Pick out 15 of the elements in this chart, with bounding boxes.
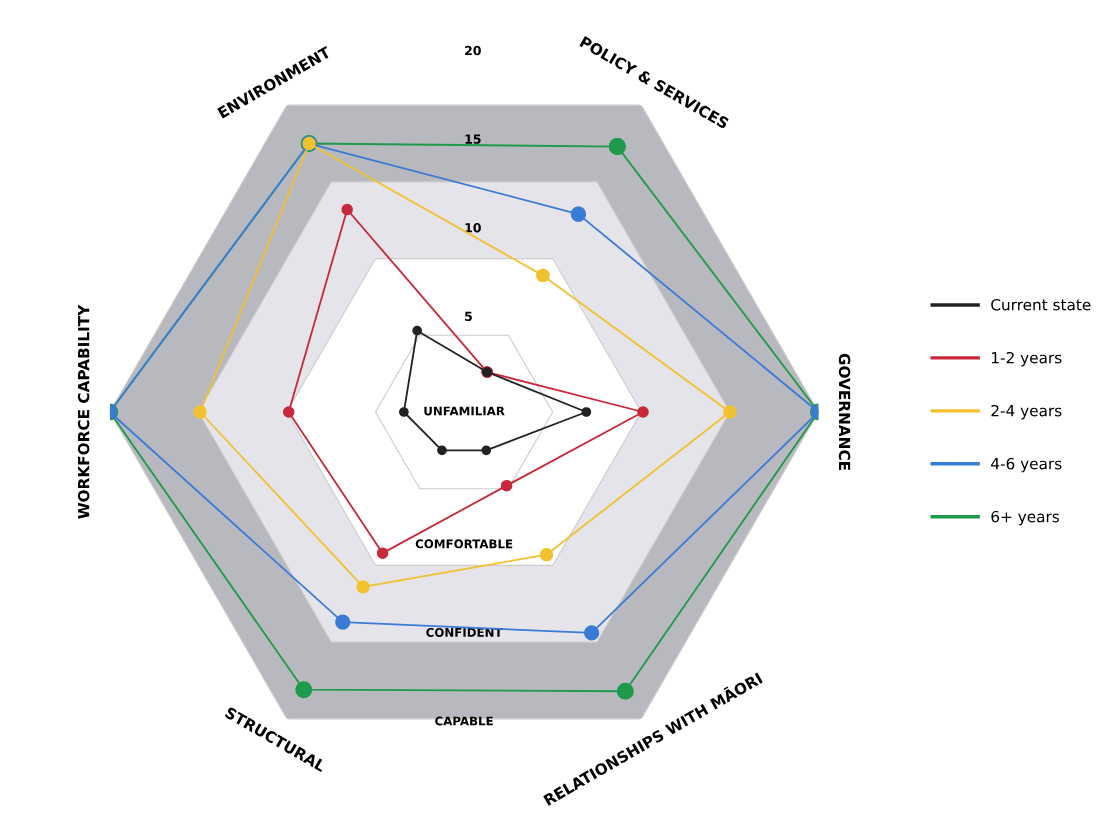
y-tick-label: 15 (465, 134, 481, 144)
y-tick-label: 20 (465, 45, 481, 56)
legend-label: 2-4 years (991, 404, 1062, 420)
legend-label: 4-6 years (991, 457, 1062, 473)
spoke-label: GOVERNANCE (838, 353, 851, 470)
y-tick-label: 5 (465, 311, 472, 321)
text: COMFORTABLE (415, 539, 513, 549)
text: CAPABLE (435, 716, 493, 726)
legend-label: 6+ years (991, 510, 1059, 526)
legend-label: Current state (991, 298, 1091, 311)
legend-label: 1-2 years (992, 351, 1062, 367)
y-tick-label: 10 (465, 222, 481, 233)
spoke-label: WORKFORCE CAPABILITY (77, 304, 90, 519)
text: CONFIDENT (426, 627, 503, 637)
text: UNFAMILIAR (424, 406, 505, 416)
